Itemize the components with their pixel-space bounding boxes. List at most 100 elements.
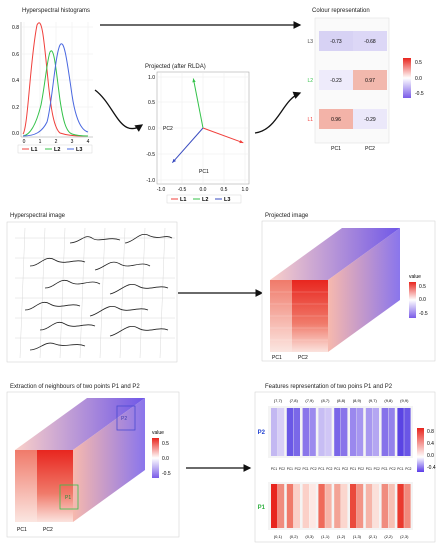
feature-top-coord: (8,8) (337, 398, 346, 403)
feature-top-coord: (7,7) (274, 398, 283, 403)
feature-bar-p2 (325, 408, 332, 456)
feature-bar-p1 (325, 484, 332, 528)
feature-top-coord: (8,7) (321, 398, 330, 403)
arrow-rlda-to-colour (254, 91, 302, 134)
projected-image-cube: PC1 PC2 value 0.5 0.0 -0.5 (261, 220, 436, 362)
rlda-title: Projected (after RLDA) (145, 64, 206, 70)
feature-bottom-coord: (0,1) (274, 534, 283, 539)
feature-pc-label: PC1 (350, 467, 356, 471)
rlda-ytick: -1.0 (146, 178, 155, 184)
projected-legend-tick: -0.5 (419, 311, 428, 317)
extraction-top-face (15, 398, 145, 450)
rlda-xtick: 0.0 (200, 187, 207, 193)
feature-pc-label: PC1 (302, 467, 308, 471)
feature-bar-p1 (341, 484, 348, 528)
features-legend-tick: -0.4 (427, 465, 436, 471)
image-title: Hyperspectral image (10, 213, 66, 219)
feature-pc-label: PC2 (279, 467, 285, 471)
feature-bar-p2 (397, 408, 404, 456)
rlda-legend-l2: L2 (202, 197, 208, 203)
projected-pc2-label: PC2 (298, 355, 308, 361)
rlda-ytick: 1.0 (148, 75, 155, 81)
feature-bottom-coord: (1,3) (353, 534, 362, 539)
extraction-legend-tick: 0.0 (162, 456, 169, 462)
rlda-xtick: 1.0 (242, 187, 249, 193)
rlda-vectors (171, 78, 244, 164)
rlda-vector-l2 (192, 78, 204, 129)
feature-bar-p1 (318, 484, 325, 528)
feature-top-coord: (8,9) (353, 398, 362, 403)
feature-bottom-coord: (0,3) (305, 534, 314, 539)
hist-ytick: 0.4 (12, 78, 19, 84)
colour-legend-tick: 0.0 (415, 76, 422, 82)
col-label-pc1: PC1 (331, 146, 341, 152)
hist-ytick: 0.8 (12, 25, 19, 31)
feature-pc-label: PC2 (310, 467, 316, 471)
top-arrows (94, 21, 302, 134)
arrow-hist-to-rlda (94, 89, 144, 132)
extraction-pc1-label: PC1 (17, 527, 27, 533)
feature-bar-p1 (350, 484, 357, 528)
feature-bar-p1 (271, 484, 278, 528)
features-title: Features representation of two poins P1 … (265, 384, 393, 390)
feature-bar-p2 (293, 408, 300, 456)
projected-legend-tick: 0.5 (419, 284, 426, 290)
feature-pc-label: PC1 (397, 467, 403, 471)
feature-top-coord: (7,8) (290, 398, 299, 403)
feature-bottom-coord: (1,1) (321, 534, 330, 539)
feature-bar-p1 (277, 484, 285, 528)
feature-bar-p2 (388, 408, 395, 456)
feature-bar-p1 (286, 484, 294, 528)
feature-top-coord: (9,9) (400, 398, 409, 403)
feature-bar-p2 (372, 408, 379, 456)
hist-xtick: 0 (23, 139, 26, 145)
colour-legend-tick: -0.5 (415, 91, 424, 97)
rlda-xtick: -0.5 (178, 187, 187, 193)
cell-value: -0.23 (330, 78, 342, 84)
feature-top-coord: (9,8) (384, 398, 393, 403)
colour-table: -0.73 -0.68 -0.23 0.97 0.96 -0.29 L3 L2 … (307, 17, 424, 152)
hist-legend-l3: L3 (76, 147, 82, 153)
projected-legend-title: value (409, 274, 421, 280)
feature-bar-p1 (334, 484, 341, 528)
feature-bar-p2 (365, 408, 373, 456)
feature-pc-label: PC1 (366, 467, 372, 471)
colour-legend-bar (403, 58, 411, 98)
feature-bar-p2 (350, 408, 357, 456)
hist-legend-l1: L1 (31, 147, 37, 153)
cell-l1-pc2 (353, 109, 387, 129)
feature-pc-label: PC1 (334, 467, 340, 471)
rlda-ytick: 0.5 (148, 100, 155, 106)
rlda-legend-l3: L3 (224, 197, 230, 203)
p2-label: P2 (121, 416, 127, 422)
feature-bottom-coord: (2,1) (369, 534, 378, 539)
rlda-ytick: 0.0 (148, 126, 155, 132)
feature-bar-p2 (309, 408, 316, 456)
extraction-left-face (15, 450, 37, 522)
histogram-legend: L1 L2 L3 (17, 144, 93, 154)
colour-legend-tick: 0.5 (415, 60, 422, 66)
extraction-title: Extraction of neighbours of two points P… (10, 384, 140, 390)
cell-value: 0.97 (365, 78, 375, 84)
feature-pc-label: PC2 (405, 467, 411, 471)
extraction-cube: P2 P1 PC1 PC2 value 0.5 0.0 -0.5 (6, 391, 180, 538)
features-plot: (7,7) (7,8) (7,9) (8,7) (8,8) (8,9) (9,7) (9,8)… (254, 391, 436, 543)
cell-l1-pc1 (319, 109, 353, 129)
feature-bar-p2 (271, 408, 278, 456)
projected-legend-tick: 0.0 (419, 297, 426, 303)
extraction-pc2-label: PC2 (43, 527, 53, 533)
feature-top-coord: (7,9) (305, 398, 314, 403)
feature-bar-p2 (341, 408, 348, 456)
bottom-arrow (186, 464, 252, 472)
feature-bottom-coord: (0,2) (290, 534, 299, 539)
extraction-legend-tick: 0.5 (162, 441, 169, 447)
extraction-front-face (37, 450, 73, 522)
p1-neighbourhood (59, 484, 79, 510)
cell-l3-pc2 (353, 31, 387, 51)
projected-image-title: Projected image (265, 213, 309, 219)
hist-ytick: 0.2 (12, 105, 19, 111)
feature-bar-p2 (286, 408, 294, 456)
feature-pc-label: PC2 (295, 467, 301, 471)
row-label-l3: L3 (307, 39, 313, 45)
feature-pc-label: PC2 (358, 467, 364, 471)
